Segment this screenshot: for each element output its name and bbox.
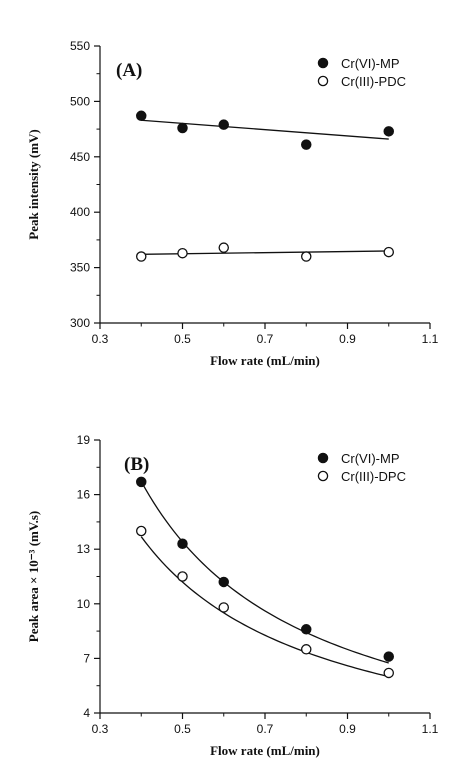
filled-point-series-1 <box>135 476 147 488</box>
filled-point-series-1 <box>135 110 147 122</box>
legend: Cr(VI)-MP Cr(III)-DPC <box>317 451 406 484</box>
open-point-series-2 <box>135 251 147 262</box>
x-tick-label: 0.9 <box>339 722 356 736</box>
legend-label: Cr(VI)-MP <box>341 451 400 466</box>
x-tick-label: 0.3 <box>92 332 109 346</box>
y-tick-label: 550 <box>70 39 90 53</box>
open-point-series-2 <box>135 525 147 537</box>
open-point-series-2 <box>177 571 188 582</box>
open-point-series-2 <box>300 251 312 262</box>
y-tick-label: 13 <box>77 542 91 556</box>
x-tick-label: 0.5 <box>174 722 191 736</box>
x-tick-label: 0.7 <box>257 332 274 346</box>
legend-label: Cr(III)-DPC <box>341 469 406 484</box>
y-tick-label: 500 <box>70 94 90 108</box>
y-tick-label: 450 <box>70 150 90 164</box>
x-axis-label: Flow rate (mL/min) <box>210 743 320 758</box>
filled-point-series-1 <box>218 576 229 588</box>
filled-point-series-1 <box>383 126 394 137</box>
legend-marker <box>317 452 329 464</box>
filled-point-series-1 <box>177 122 188 134</box>
y-tick-label: 400 <box>70 205 90 219</box>
filled-point-series-1 <box>300 139 312 150</box>
y-axis-label: Peak area × 10⁻³ (mV.s) <box>26 511 41 642</box>
y-tick-label: 19 <box>77 433 91 447</box>
y-tick-label: 16 <box>77 488 91 502</box>
open-point-series-2 <box>218 242 229 253</box>
legend-label: Cr(VI)-MP <box>341 56 400 71</box>
x-tick-label: 1.1 <box>422 722 439 736</box>
x-axis-label: Flow rate (mL/min) <box>210 353 320 368</box>
open-point-series-2 <box>218 602 229 613</box>
y-tick-label: 4 <box>83 706 90 720</box>
y-axis-label: Peak intensity (mV) <box>26 129 41 240</box>
y-tick-label: 300 <box>70 316 90 330</box>
y-tick-label: 10 <box>77 597 91 611</box>
open-point-series-2 <box>383 246 394 258</box>
x-tick-label: 0.3 <box>92 722 109 736</box>
chart-panel-2: 0.3 0.5 0.7 0.9 1.1 4 7 10 13 16 19 Flow rate (mL/m… <box>26 433 439 758</box>
panel-label: (A) <box>116 60 142 81</box>
filled-point-series-1 <box>300 624 312 635</box>
chart-panel-1: 0.3 0.5 0.7 0.9 1.1 300 350 400 450 500 550 Flow ra… <box>26 39 439 368</box>
legend-label: Cr(III)-PDC <box>341 74 406 89</box>
filled-point-series-1 <box>218 119 229 130</box>
panel-label: (B) <box>124 454 149 475</box>
filled-point-series-1 <box>383 651 394 662</box>
legend-marker <box>317 470 329 482</box>
open-point-series-2 <box>300 644 312 655</box>
filled-point-series-1 <box>177 538 188 549</box>
open-point-series-2 <box>383 667 394 679</box>
x-tick-label: 1.1 <box>422 332 439 346</box>
x-tick-label: 0.7 <box>257 722 274 736</box>
x-tick-label: 0.9 <box>339 332 356 346</box>
x-tick-label: 0.5 <box>174 332 191 346</box>
y-tick-label: 350 <box>70 261 90 275</box>
open-point-series-2 <box>177 247 188 259</box>
legend-marker <box>317 57 329 69</box>
legend-marker <box>317 75 329 87</box>
y-tick-label: 7 <box>83 651 90 665</box>
legend: Cr(VI)-MP Cr(III)-PDC <box>317 56 406 89</box>
fit-line-series-2 <box>140 536 389 678</box>
